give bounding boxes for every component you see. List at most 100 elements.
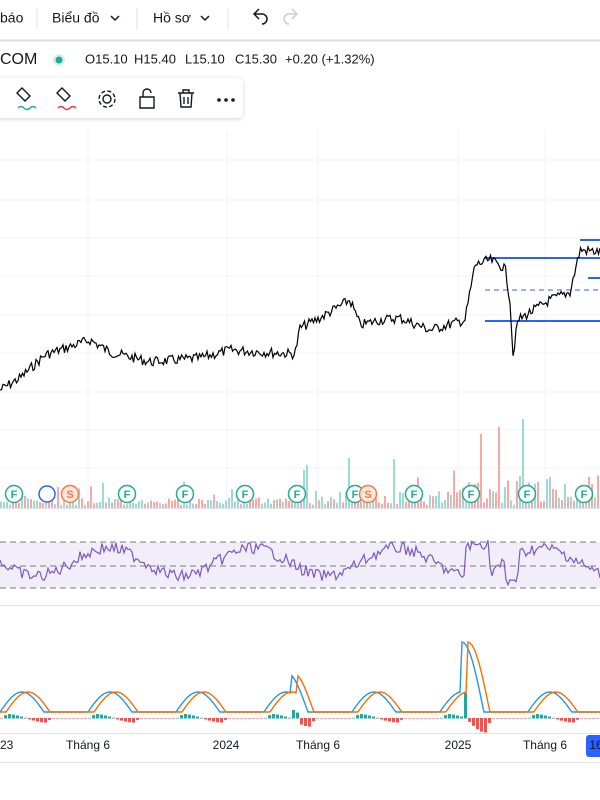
hist-bar	[388, 718, 391, 722]
volume-bar	[279, 498, 281, 508]
undo-button[interactable]	[252, 8, 268, 25]
hist-bar	[40, 718, 43, 723]
hist-bar	[220, 718, 223, 723]
hist-bar	[568, 718, 571, 723]
hist-bar	[200, 717, 203, 719]
volume-bar	[318, 500, 320, 508]
volume-bar	[222, 503, 224, 508]
volume-bar	[378, 502, 380, 508]
hist-bar	[460, 716, 463, 719]
hist-bar	[336, 718, 339, 719]
volume-bar	[288, 500, 290, 508]
hist-bar	[148, 718, 151, 719]
volume-bar	[297, 501, 299, 508]
volume-bar	[33, 500, 35, 508]
volume-bar	[120, 499, 122, 508]
volume-bar	[429, 495, 431, 508]
volume-bar	[261, 503, 263, 508]
volume-bar	[555, 489, 557, 508]
redo-button[interactable]	[283, 8, 299, 25]
volume-bar	[150, 500, 152, 508]
hist-bar	[132, 718, 135, 723]
hist-bar	[36, 718, 39, 722]
time-label: 16	[589, 738, 600, 752]
volume-bar	[147, 502, 149, 508]
hist-bar	[260, 718, 263, 719]
volume-bar	[264, 502, 266, 508]
alert-button[interactable]: báo	[0, 10, 24, 26]
volume-bar	[564, 483, 566, 508]
hist-bar	[356, 715, 359, 719]
volume-bar	[18, 502, 20, 508]
volume-bar	[141, 499, 143, 508]
volume-bar	[495, 492, 497, 508]
volume-bar	[525, 503, 527, 508]
change: +0.20 (+1.32%)	[285, 51, 375, 66]
volume-bar	[597, 475, 599, 508]
volume-bar	[573, 500, 575, 508]
volume-bar	[84, 504, 86, 508]
hist-bar	[416, 718, 419, 719]
hist-bar	[216, 718, 219, 723]
volume-bar	[216, 501, 218, 508]
hist-bar	[0, 718, 3, 719]
volume-bar	[126, 504, 128, 508]
hist-bar	[92, 715, 95, 719]
volume-bar	[447, 491, 449, 508]
hist-bar	[168, 718, 171, 719]
volume-bar	[411, 499, 413, 508]
event-marker	[461, 484, 481, 504]
hist-bar	[308, 718, 311, 727]
volume-bar	[483, 502, 485, 508]
hist-bar	[116, 718, 119, 720]
macd-histogram	[0, 693, 599, 733]
line-color-button[interactable]	[16, 87, 31, 102]
hist-bar	[380, 718, 383, 720]
profile-menu[interactable]: Hồ sơ	[153, 10, 191, 26]
volume-bar	[114, 498, 116, 508]
volume-bar	[15, 501, 17, 508]
hist-bar	[524, 718, 527, 719]
volume-bar	[336, 502, 338, 508]
hist-bar	[396, 718, 399, 723]
hist-bar	[12, 714, 15, 719]
volume-bar	[492, 491, 494, 508]
volume-bar	[111, 502, 113, 508]
hist-bar	[392, 718, 395, 723]
volume-bar	[237, 498, 239, 508]
hist-bar	[72, 718, 75, 719]
volume-bar	[198, 498, 200, 508]
volume-bar	[144, 503, 146, 508]
volume-bar	[180, 504, 182, 508]
hist-bar	[580, 718, 583, 719]
volume-bar	[405, 501, 407, 508]
volume-bar	[300, 501, 302, 508]
delete-button[interactable]	[178, 89, 194, 108]
hist-bar	[588, 718, 591, 719]
hist-bar	[212, 718, 215, 722]
volume-bar	[321, 496, 323, 508]
hist-bar	[100, 714, 103, 719]
hist-bar	[340, 718, 343, 719]
chart-menu[interactable]: Biểu đồ	[52, 10, 100, 26]
volume-bar	[225, 500, 227, 508]
more-button[interactable]	[217, 98, 235, 102]
volume-bar	[105, 502, 107, 508]
hist-bar	[32, 718, 35, 721]
hist-bar	[496, 718, 499, 719]
hist-bar	[444, 715, 447, 719]
event-label: F	[468, 489, 475, 501]
volume-bar	[501, 502, 503, 508]
settings-button[interactable]	[102, 94, 112, 104]
hist-bar	[376, 717, 379, 719]
hist-bar	[204, 718, 207, 720]
hist-bar	[464, 693, 467, 719]
volume-bar	[276, 499, 278, 508]
lock-button[interactable]	[139, 88, 155, 109]
grid	[0, 130, 600, 508]
open: O15.10	[85, 51, 128, 66]
hist-bar	[172, 718, 175, 719]
chevron	[110, 15, 120, 22]
hist-bar	[184, 714, 187, 719]
fill-color-button[interactable]	[56, 87, 71, 102]
